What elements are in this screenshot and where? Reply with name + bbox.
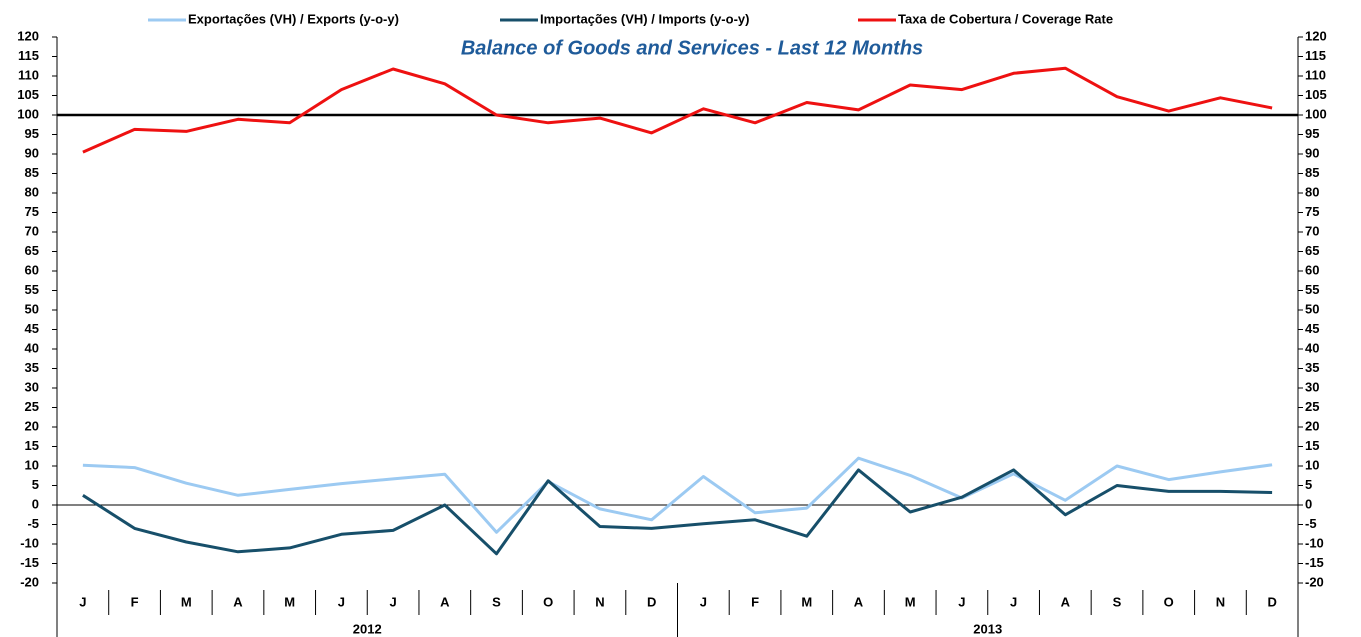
y-tick-label: 80 [25, 184, 39, 199]
group-label: 2012 [353, 621, 382, 636]
y2-tick-label: 5 [1305, 477, 1312, 492]
x-tick-label: A [1061, 594, 1071, 609]
y2-tick-label: 80 [1305, 184, 1319, 199]
y2-tick-label: -5 [1305, 516, 1317, 531]
y-tick-label: 30 [25, 379, 39, 394]
y-tick-label: 70 [25, 223, 39, 238]
chart-title: Balance of Goods and Services - Last 12 … [461, 37, 923, 59]
y-tick-label: 15 [25, 438, 39, 453]
x-tick-label: O [543, 594, 553, 609]
x-tick-label: M [801, 594, 812, 609]
x-tick-label: J [79, 594, 86, 609]
y-tick-label: 5 [32, 477, 39, 492]
y-tick-label: 25 [25, 399, 39, 414]
y-tick-label: 10 [25, 457, 39, 472]
y2-tick-label: -10 [1305, 535, 1324, 550]
y-tick-label: -20 [20, 574, 39, 589]
y2-tick-label: 65 [1305, 243, 1319, 258]
y2-tick-label: 90 [1305, 145, 1319, 160]
x-tick-label: M [284, 594, 295, 609]
y-tick-label: 20 [25, 418, 39, 433]
y-tick-label: 90 [25, 145, 39, 160]
y-tick-label: 115 [18, 48, 39, 63]
y2-tick-label: 70 [1305, 223, 1319, 238]
y-tick-label: 45 [25, 321, 39, 336]
y-tick-label: 40 [25, 340, 39, 355]
series-line [82, 456, 1273, 534]
y2-tick-label: 0 [1305, 496, 1312, 511]
y2-tick-label: 110 [1305, 67, 1326, 82]
y-tick-label: 105 [17, 87, 39, 102]
x-tick-label: A [854, 594, 864, 609]
y-tick-label: 60 [25, 262, 39, 277]
x-tick-label: A [440, 594, 450, 609]
x-tick-label: F [751, 594, 759, 609]
series-line [82, 66, 1273, 154]
y-tick-label: 50 [25, 301, 39, 316]
x-tick-label: A [233, 594, 243, 609]
y2-tick-label: 95 [1305, 126, 1319, 141]
y-tick-label: -15 [20, 555, 39, 570]
x-tick-label: D [647, 594, 656, 609]
y-tick-label: 55 [25, 282, 39, 297]
y2-tick-label: 100 [1305, 106, 1327, 121]
x-tick-label: J [338, 594, 345, 609]
y2-tick-label: 115 [1305, 48, 1326, 63]
y2-tick-label: 40 [1305, 340, 1319, 355]
y2-tick-label: 60 [1305, 262, 1319, 277]
x-tick-label: M [905, 594, 916, 609]
y2-tick-label: 75 [1305, 204, 1319, 219]
y-tick-label: 85 [25, 165, 39, 180]
y2-tick-label: 25 [1305, 399, 1319, 414]
series-line [82, 468, 1273, 556]
x-tick-label: J [389, 594, 396, 609]
y2-tick-label: -20 [1305, 574, 1324, 589]
y2-tick-label: 105 [1305, 87, 1327, 102]
group-label: 2013 [973, 621, 1002, 636]
y-tick-label: 120 [17, 28, 39, 43]
x-tick-label: F [131, 594, 139, 609]
y2-tick-label: 20 [1305, 418, 1319, 433]
legend-label: Exportações (VH) / Exports (y-o-y) [188, 11, 399, 26]
x-tick-label: J [1010, 594, 1017, 609]
y-tick-label: 75 [25, 204, 39, 219]
y2-tick-label: 15 [1305, 438, 1319, 453]
y-tick-label: 100 [17, 106, 39, 121]
legend-label: Importações (VH) / Imports (y-o-y) [540, 11, 749, 26]
x-tick-label: D [1267, 594, 1276, 609]
y-tick-label: -10 [20, 535, 39, 550]
legend-label: Taxa de Cobertura / Coverage Rate [898, 11, 1113, 26]
x-tick-label: O [1164, 594, 1174, 609]
x-tick-label: J [700, 594, 707, 609]
x-tick-label: J [958, 594, 965, 609]
y2-tick-label: 10 [1305, 457, 1319, 472]
y2-tick-label: 45 [1305, 321, 1319, 336]
y-tick-label: 0 [32, 496, 39, 511]
y2-tick-label: 120 [1305, 28, 1327, 43]
y2-tick-label: 50 [1305, 301, 1319, 316]
y2-tick-label: 55 [1305, 282, 1319, 297]
y2-tick-label: -15 [1305, 555, 1324, 570]
x-tick-label: S [1113, 594, 1122, 609]
y-tick-label: -5 [27, 516, 39, 531]
x-tick-label: M [181, 594, 192, 609]
y-tick-label: 110 [18, 67, 39, 82]
y-tick-label: 35 [25, 360, 39, 375]
x-tick-label: N [1216, 594, 1225, 609]
y2-tick-label: 85 [1305, 165, 1319, 180]
y2-tick-label: 30 [1305, 379, 1319, 394]
x-tick-label: S [492, 594, 501, 609]
y-tick-label: 95 [25, 126, 39, 141]
x-tick-label: N [595, 594, 604, 609]
y-tick-label: 65 [25, 243, 39, 258]
y2-tick-label: 35 [1305, 360, 1319, 375]
